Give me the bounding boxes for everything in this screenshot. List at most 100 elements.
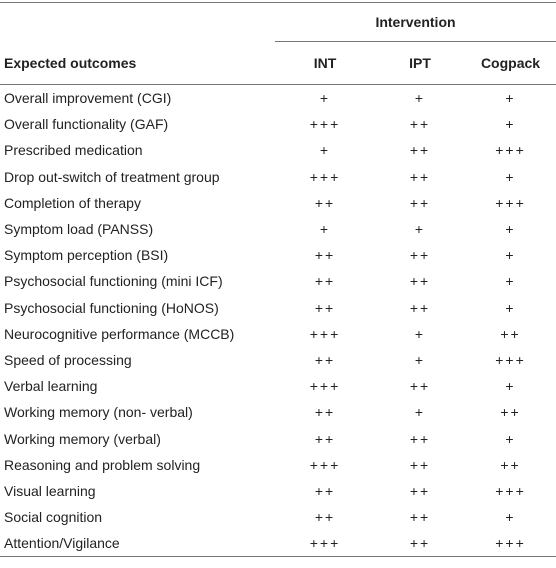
table-row: Reasoning and problem solving +++ ++ ++: [0, 452, 556, 478]
rating-cell: +: [505, 430, 516, 447]
table-row: Symptom perception (BSI) ++ ++ +: [0, 242, 556, 268]
outcome-cell: Overall functionality (GAF): [4, 116, 169, 133]
rating-cell: ++: [409, 299, 431, 316]
outcome-cell: Overall improvement (CGI): [4, 90, 172, 107]
table-row: Visual learning ++ ++ +++: [0, 478, 556, 504]
rating-cell: +: [319, 221, 331, 238]
rating-cell: ++: [500, 456, 521, 473]
table-row: Psychosocial functioning (mini ICF) ++ ++ +: [0, 268, 556, 294]
outcome-cell: Prescribed medication: [4, 142, 143, 159]
table-row: Neurocognitive performance (MCCB) +++ + ++: [0, 321, 556, 347]
outcome-cell: Completion of therapy: [4, 194, 141, 211]
rating-cell: +: [319, 142, 331, 159]
rating-cell: ++: [409, 273, 431, 290]
rating-cell: +: [319, 90, 331, 107]
table-row: Symptom load (PANSS) + + +: [0, 216, 556, 242]
rating-cell: ++: [375, 530, 465, 558]
rating-cell: +: [505, 90, 516, 107]
table-row: Psychosocial functioning (HoNOS) ++ ++ +: [0, 295, 556, 321]
outcome-cell: Visual learning: [4, 482, 96, 499]
rating-cell: ++: [409, 168, 431, 185]
group-header-row: Intervention: [0, 2, 556, 42]
rating-cell: +++: [309, 378, 341, 395]
outcome-cell: Psychosocial functioning (mini ICF): [4, 273, 223, 290]
table-row: Completion of therapy ++ ++ +++: [0, 190, 556, 216]
rating-cell: ++: [314, 247, 336, 264]
outcome-cell: Symptom perception (BSI): [4, 247, 169, 264]
rating-cell: ++: [314, 430, 336, 447]
rating-cell: ++: [500, 325, 521, 342]
outcome-cell: Symptom load (PANSS): [4, 221, 154, 238]
rating-cell: ++: [409, 194, 431, 211]
outcome-cell: Psychosocial functioning (HoNOS): [4, 299, 219, 316]
rating-cell: +: [414, 90, 426, 107]
rating-cell: ++: [409, 247, 431, 264]
rating-cell: +++: [495, 194, 526, 211]
table-row: Prescribed medication + ++ +++: [0, 137, 556, 163]
outcome-cell: Working memory (non- verbal): [4, 404, 193, 421]
rating-cell: +++: [309, 325, 341, 342]
rating-cell: ++: [409, 509, 431, 526]
table-row: Social cognition ++ ++ +: [0, 504, 556, 530]
rating-cell: ++: [409, 430, 431, 447]
outcome-cell: Speed of processing: [4, 351, 132, 368]
table-row: Drop out-switch of treatment group +++ ++ +: [0, 164, 556, 190]
table-row: Overall functionality (GAF) +++ ++ +: [0, 111, 556, 137]
rating-cell: ++: [409, 142, 431, 159]
rating-cell: ++: [314, 351, 336, 368]
rating-cell: +: [414, 325, 426, 342]
rating-cell: ++: [409, 482, 431, 499]
rating-cell: ++: [314, 273, 336, 290]
table-row: Overall improvement (CGI) + + +: [0, 85, 556, 112]
outcome-cell: Drop out-switch of treatment group: [4, 168, 220, 185]
rating-cell: +: [505, 116, 516, 133]
rating-cell: +: [505, 378, 516, 395]
rating-cell: +++: [309, 116, 341, 133]
rating-cell: ++: [409, 116, 431, 133]
group-header: Intervention: [275, 2, 556, 42]
column-header: INT: [275, 41, 375, 85]
outcome-cell: Attention/Vigilance: [0, 530, 275, 558]
column-header: Cogpack: [465, 41, 556, 85]
rating-cell: +++: [495, 142, 526, 159]
rating-cell: +: [414, 221, 426, 238]
column-header: IPT: [375, 41, 465, 85]
rating-cell: ++: [409, 378, 431, 395]
empty-header: [0, 2, 275, 42]
outcome-cell: Verbal learning: [4, 378, 98, 395]
rating-cell: ++: [314, 509, 336, 526]
rating-cell: ++: [314, 194, 336, 211]
rating-cell: +++: [309, 168, 341, 185]
rating-cell: +: [414, 404, 426, 421]
outcomes-table: Intervention Expected outcomes INT IPT C…: [0, 2, 556, 558]
column-header-row: Expected outcomes INT IPT Cogpack: [0, 41, 556, 85]
rating-cell: +++: [275, 530, 375, 558]
rating-cell: +: [505, 509, 516, 526]
rating-cell: +: [414, 351, 426, 368]
rating-cell: +: [505, 273, 516, 290]
rating-cell: ++: [409, 456, 431, 473]
rating-cell: +++: [465, 530, 556, 558]
rating-cell: +: [505, 299, 516, 316]
outcome-cell: Social cognition: [4, 509, 103, 526]
table-row: Speed of processing ++ + +++: [0, 347, 556, 373]
rating-cell: +: [505, 168, 516, 185]
outcome-cell: Neurocognitive performance (MCCB): [4, 325, 235, 342]
table-row: Working memory (verbal) ++ ++ +: [0, 425, 556, 451]
rating-cell: +++: [309, 456, 341, 473]
rating-cell: ++: [314, 482, 336, 499]
rating-cell: ++: [500, 404, 521, 421]
rating-cell: ++: [314, 299, 336, 316]
table-row: Working memory (non- verbal) ++ + ++: [0, 399, 556, 425]
column-header: Expected outcomes: [0, 41, 275, 85]
rating-cell: +: [505, 247, 516, 264]
rating-cell: +: [505, 221, 516, 238]
rating-cell: +++: [495, 351, 526, 368]
table-row: Verbal learning +++ ++ +: [0, 373, 556, 399]
table-body: Overall improvement (CGI) + + + Overall func…: [0, 85, 556, 558]
table-row: Attention/Vigilance +++ ++ +++: [0, 530, 556, 558]
rating-cell: +++: [495, 482, 526, 499]
outcome-cell: Working memory (verbal): [4, 430, 161, 447]
rating-cell: ++: [314, 404, 336, 421]
